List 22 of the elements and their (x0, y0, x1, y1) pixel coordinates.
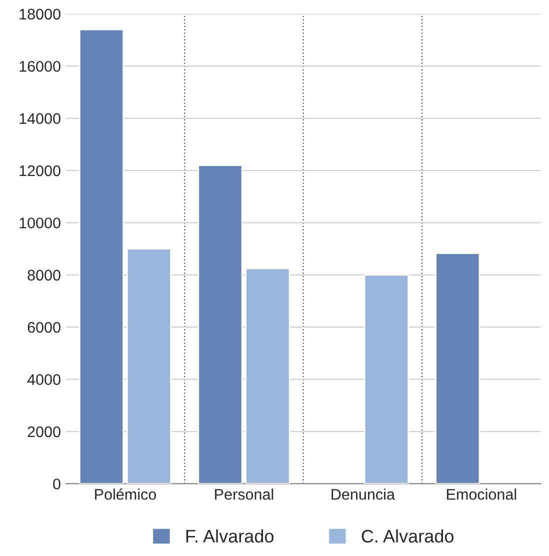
bar (435, 252, 480, 484)
x-tick-label: Personal (215, 488, 274, 500)
bar (126, 248, 172, 484)
bar (364, 274, 409, 484)
bar (245, 268, 290, 484)
y-tick-label: 0 (53, 478, 60, 490)
y-tick-label: 2000 (28, 426, 60, 438)
x-tick-label: Denuncia (332, 488, 395, 500)
bar (78, 28, 124, 484)
y-tick-label: 10000 (20, 218, 60, 228)
y-tick-label: 14000 (20, 113, 60, 124)
legend-label: C. Alvarado (362, 529, 454, 543)
y-tick-label: 16000 (20, 60, 60, 72)
x-tick-label: Polémico (95, 488, 156, 500)
y-tick-label: 12000 (20, 165, 60, 176)
y-tick-label: 18000 (20, 8, 60, 20)
bar (198, 164, 243, 484)
y-tick-label: 8000 (28, 270, 60, 281)
y-tick-label: 6000 (28, 322, 60, 333)
x-tick-label: Emocional (446, 488, 516, 500)
legend-label: F. Alvarado (186, 529, 274, 543)
y-tick-label: 4000 (27, 374, 60, 385)
